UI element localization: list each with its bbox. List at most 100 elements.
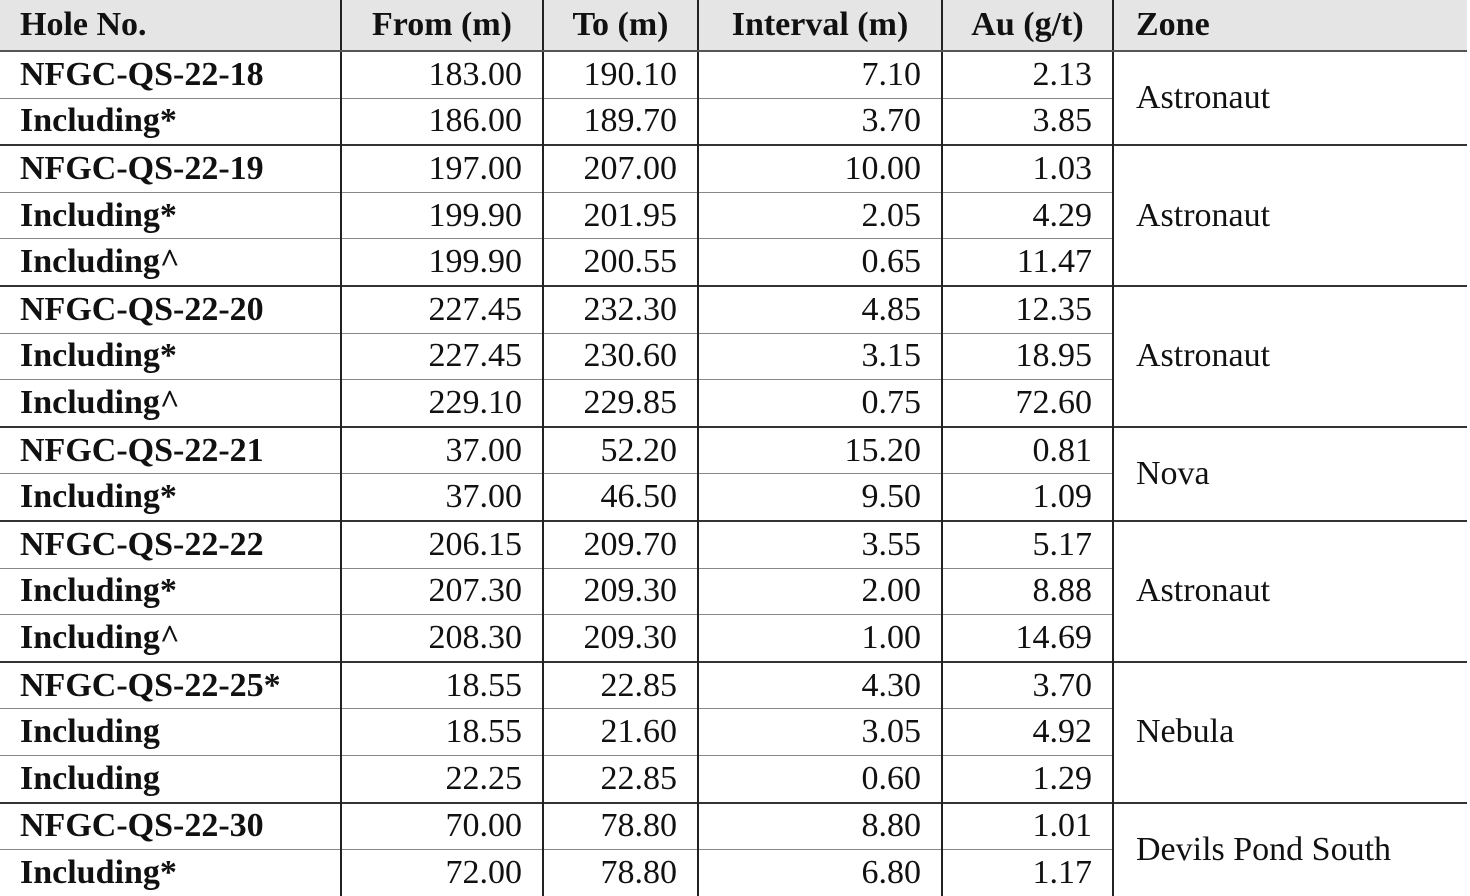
table-row: Including* 207.30 209.30 2.00 8.88 bbox=[0, 567, 1467, 615]
table-body: NFGC-QS-22-18 183.00 190.10 7.10 2.13 Astrona… bbox=[0, 50, 1467, 896]
value-cell: 12.35 bbox=[941, 284, 1113, 334]
zone-cell: Nova bbox=[1112, 425, 1467, 521]
value-cell: 18.95 bbox=[941, 332, 1113, 380]
value-cell: 70.00 bbox=[340, 801, 543, 850]
value-cell: 4.29 bbox=[941, 191, 1113, 239]
value-cell: 199.90 bbox=[340, 238, 543, 286]
value-cell: 227.45 bbox=[340, 284, 543, 334]
value-cell: 37.00 bbox=[340, 473, 543, 521]
value-cell: 0.75 bbox=[697, 379, 942, 427]
value-cell: 4.30 bbox=[697, 660, 942, 709]
table-row: Including 22.25 22.85 0.60 1.29 bbox=[0, 754, 1467, 803]
value-cell: 1.01 bbox=[941, 801, 1113, 850]
hole-cell: Including* bbox=[0, 97, 341, 146]
value-cell: 14.69 bbox=[941, 614, 1113, 662]
value-cell: 78.80 bbox=[542, 849, 698, 896]
value-cell: 4.92 bbox=[941, 708, 1113, 756]
value-cell: 200.55 bbox=[542, 238, 698, 286]
hole-cell: Including* bbox=[0, 849, 341, 896]
value-cell: 209.70 bbox=[542, 519, 698, 569]
value-cell: 229.10 bbox=[340, 379, 543, 427]
table-row: Including* 199.90 201.95 2.05 4.29 bbox=[0, 191, 1467, 239]
hole-cell: Including* bbox=[0, 567, 341, 615]
table-row: Including* 37.00 46.50 9.50 1.09 bbox=[0, 473, 1467, 521]
value-cell: 232.30 bbox=[542, 284, 698, 334]
zone-cell: Astronaut bbox=[1112, 519, 1467, 662]
value-cell: 1.29 bbox=[941, 754, 1113, 803]
value-cell: 6.80 bbox=[697, 849, 942, 896]
table-row: Including^ 229.10 229.85 0.75 72.60 bbox=[0, 379, 1467, 427]
hole-cell: NFGC-QS-22-25* bbox=[0, 660, 341, 709]
value-cell: 8.88 bbox=[941, 567, 1113, 615]
table-row: NFGC-QS-22-22 206.15 209.70 3.55 5.17 Astrona… bbox=[0, 519, 1467, 662]
hole-cell: Including^ bbox=[0, 379, 341, 427]
hole-cell: Including bbox=[0, 754, 341, 803]
value-cell: 22.25 bbox=[340, 754, 543, 803]
value-cell: 227.45 bbox=[340, 332, 543, 380]
value-cell: 22.85 bbox=[542, 660, 698, 709]
value-cell: 22.85 bbox=[542, 754, 698, 803]
column-header: Au (g/t) bbox=[941, 0, 1113, 52]
value-cell: 72.00 bbox=[340, 849, 543, 896]
table-row: Including* 186.00 189.70 3.70 3.85 bbox=[0, 97, 1467, 146]
value-cell: 72.60 bbox=[941, 379, 1113, 427]
hole-cell: NFGC-QS-22-20 bbox=[0, 284, 341, 334]
value-cell: 3.70 bbox=[941, 660, 1113, 709]
zone-cell: Astronaut bbox=[1112, 284, 1467, 427]
value-cell: 18.55 bbox=[340, 660, 543, 709]
value-cell: 189.70 bbox=[542, 97, 698, 146]
value-cell: 209.30 bbox=[542, 567, 698, 615]
column-header: From (m) bbox=[340, 0, 543, 52]
value-cell: 37.00 bbox=[340, 425, 543, 474]
value-cell: 0.81 bbox=[941, 425, 1113, 474]
table-row: Including^ 208.30 209.30 1.00 14.69 bbox=[0, 614, 1467, 662]
table-row: Including* 227.45 230.60 3.15 18.95 bbox=[0, 332, 1467, 380]
value-cell: 52.20 bbox=[542, 425, 698, 474]
value-cell: 3.85 bbox=[941, 97, 1113, 146]
value-cell: 3.70 bbox=[697, 97, 942, 146]
table-row: NFGC-QS-22-18 183.00 190.10 7.10 2.13 Astrona… bbox=[0, 50, 1467, 146]
value-cell: 229.85 bbox=[542, 379, 698, 427]
value-cell: 1.09 bbox=[941, 473, 1113, 521]
value-cell: 0.65 bbox=[697, 238, 942, 286]
value-cell: 197.00 bbox=[340, 144, 543, 193]
zone-cell: Astronaut bbox=[1112, 144, 1467, 286]
value-cell: 1.17 bbox=[941, 849, 1113, 896]
value-cell: 190.10 bbox=[542, 50, 698, 99]
zone-cell: Nebula bbox=[1112, 660, 1467, 803]
hole-cell: Including bbox=[0, 708, 341, 756]
value-cell: 8.80 bbox=[697, 801, 942, 850]
table-header: Hole No. From (m) To (m) Interval (m) Au (g/… bbox=[0, 0, 1467, 52]
value-cell: 208.30 bbox=[340, 614, 543, 662]
value-cell: 2.13 bbox=[941, 50, 1113, 99]
table-row: Including 18.55 21.60 3.05 4.92 bbox=[0, 708, 1467, 756]
value-cell: 186.00 bbox=[340, 97, 543, 146]
table-row: Including* 72.00 78.80 6.80 1.17 bbox=[0, 849, 1467, 896]
hole-cell: Including* bbox=[0, 332, 341, 380]
hole-cell: NFGC-QS-22-21 bbox=[0, 425, 341, 474]
hole-cell: Including* bbox=[0, 473, 341, 521]
header-row: Hole No. From (m) To (m) Interval (m) Au (g/… bbox=[0, 0, 1467, 52]
value-cell: 2.00 bbox=[697, 567, 942, 615]
value-cell: 15.20 bbox=[697, 425, 942, 474]
column-header: Hole No. bbox=[0, 0, 341, 52]
zone-cell: Astronaut bbox=[1112, 50, 1467, 146]
value-cell: 207.30 bbox=[340, 567, 543, 615]
column-header: To (m) bbox=[542, 0, 698, 52]
value-cell: 4.85 bbox=[697, 284, 942, 334]
value-cell: 209.30 bbox=[542, 614, 698, 662]
value-cell: 1.03 bbox=[941, 144, 1113, 193]
value-cell: 10.00 bbox=[697, 144, 942, 193]
value-cell: 9.50 bbox=[697, 473, 942, 521]
hole-cell: Including^ bbox=[0, 614, 341, 662]
value-cell: 5.17 bbox=[941, 519, 1113, 569]
hole-cell: Including* bbox=[0, 191, 341, 239]
value-cell: 3.05 bbox=[697, 708, 942, 756]
value-cell: 78.80 bbox=[542, 801, 698, 850]
hole-cell: NFGC-QS-22-22 bbox=[0, 519, 341, 569]
table-row: NFGC-QS-22-20 227.45 232.30 4.85 12.35 Astron… bbox=[0, 284, 1467, 427]
value-cell: 11.47 bbox=[941, 238, 1113, 286]
value-cell: 3.15 bbox=[697, 332, 942, 380]
value-cell: 206.15 bbox=[340, 519, 543, 569]
